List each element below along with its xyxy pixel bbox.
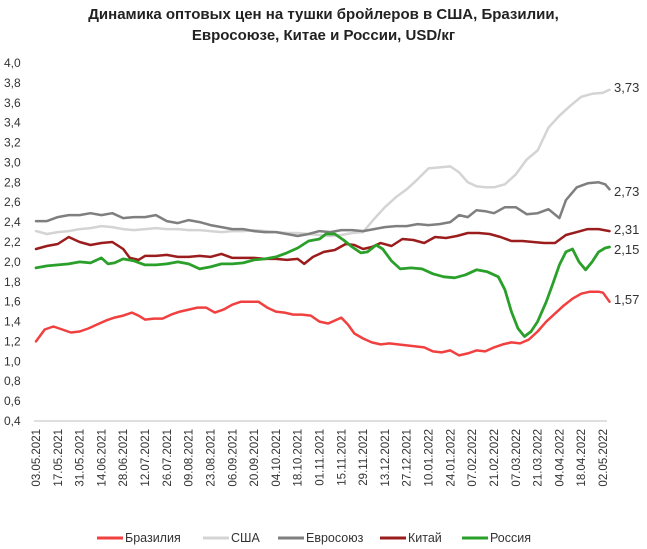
x-tick-label: 04.10.2021 bbox=[271, 429, 283, 487]
x-tick-label: 21.03.2022 bbox=[533, 429, 545, 487]
y-tick-label: 1,8 bbox=[4, 275, 21, 289]
x-tick-label: 15.11.2021 bbox=[336, 429, 348, 486]
y-tick-label: 0,8 bbox=[4, 374, 21, 388]
legend-label: Китай bbox=[408, 531, 442, 545]
y-tick-label: 2,8 bbox=[4, 175, 21, 189]
x-tick-label: 24.01.2022 bbox=[445, 429, 457, 487]
x-tick-label: 13.12.2021 bbox=[380, 429, 392, 487]
x-tick-label: 31.05.2021 bbox=[75, 429, 87, 487]
series-line-3 bbox=[34, 227, 611, 266]
y-tick-label: 1,6 bbox=[4, 295, 21, 309]
chart-title-line1: Динамика оптовых цен на тушки бройлеров … bbox=[88, 6, 559, 23]
x-tick-label: 09.08.2021 bbox=[184, 429, 196, 487]
x-tick-label: 02.05.2022 bbox=[598, 429, 610, 487]
x-tick-label: 04.04.2022 bbox=[554, 429, 566, 487]
x-tick-label: 28.06.2021 bbox=[118, 429, 130, 487]
legend-label: Россия bbox=[490, 531, 531, 545]
x-tick-label: 26.07.2021 bbox=[162, 429, 174, 487]
y-tick-label: 2,0 bbox=[4, 255, 21, 269]
y-tick-label: 3,2 bbox=[4, 136, 21, 150]
end-value-label: 2,73 bbox=[614, 184, 639, 199]
y-tick-label: 4,0 bbox=[4, 56, 21, 70]
x-tick-label: 23.08.2021 bbox=[205, 429, 217, 487]
legend-label: Евросоюз bbox=[306, 531, 364, 545]
y-tick-label: 2,2 bbox=[4, 235, 21, 249]
legend-label: США bbox=[231, 531, 260, 545]
y-tick-label: 3,8 bbox=[4, 76, 21, 90]
x-tick-label: 01.11.2021 bbox=[315, 429, 327, 486]
end-value-label: 1,57 bbox=[614, 292, 639, 307]
series-line-1 bbox=[34, 88, 611, 238]
x-tick-label: 06.09.2021 bbox=[227, 429, 239, 487]
end-value-label: 3,73 bbox=[614, 80, 639, 95]
legend-label: Бразилия bbox=[125, 531, 181, 545]
y-tick-label: 0,4 bbox=[4, 414, 21, 428]
x-tick-label: 14.06.2021 bbox=[96, 429, 108, 487]
x-tick-label: 18.10.2021 bbox=[293, 429, 305, 487]
y-tick-label: 2,6 bbox=[4, 195, 21, 209]
x-tick-label: 20.09.2021 bbox=[249, 429, 261, 487]
y-tick-label: 3,6 bbox=[4, 96, 21, 110]
x-tick-label: 03.05.2021 bbox=[31, 429, 43, 487]
y-tick-label: 3,0 bbox=[4, 155, 21, 169]
end-value-label: 2,31 bbox=[614, 222, 639, 237]
x-tick-label: 29.11.2021 bbox=[358, 429, 370, 486]
y-tick-label: 3,4 bbox=[4, 116, 21, 130]
y-tick-label: 0,6 bbox=[4, 394, 21, 408]
series-line-4 bbox=[34, 232, 611, 338]
series-line-0 bbox=[34, 290, 611, 357]
series-line-2 bbox=[34, 181, 611, 238]
x-tick-label: 12.07.2021 bbox=[140, 429, 152, 487]
x-tick-label: 27.12.2021 bbox=[402, 429, 414, 487]
x-tick-label: 07.03.2022 bbox=[511, 429, 523, 487]
x-tick-label: 17.05.2021 bbox=[53, 429, 65, 487]
y-tick-label: 2,4 bbox=[4, 215, 21, 229]
y-tick-label: 1,0 bbox=[4, 354, 21, 368]
x-tick-label: 18.04.2022 bbox=[576, 429, 588, 487]
chart-title-line2: Евросоюзе, Китае и России, USD/кг bbox=[191, 27, 456, 44]
y-tick-label: 1,2 bbox=[4, 334, 21, 348]
x-tick-label: 07.02.2022 bbox=[467, 429, 479, 487]
x-tick-label: 21.02.2022 bbox=[489, 429, 501, 487]
x-tick-label: 10.01.2022 bbox=[424, 429, 436, 487]
y-tick-label: 1,4 bbox=[4, 315, 21, 329]
end-value-label: 2,15 bbox=[614, 242, 639, 257]
